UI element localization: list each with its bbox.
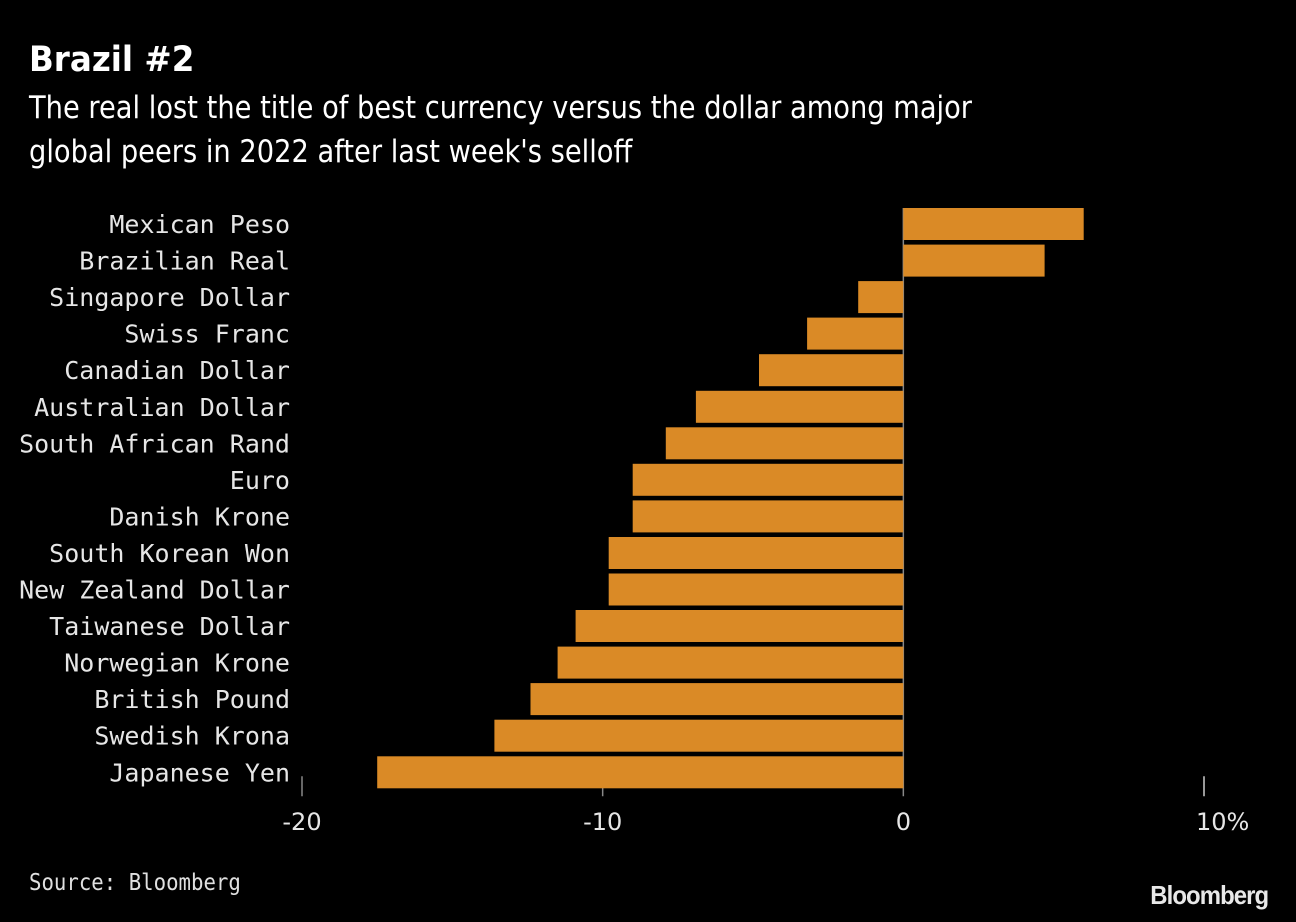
category-label: Mexican Peso xyxy=(109,210,290,239)
category-label: New Zealand Dollar xyxy=(19,576,290,605)
category-label: Taiwanese Dollar xyxy=(49,612,290,641)
x-axis-ticks-group: -20 -10 0 10% xyxy=(282,208,1249,836)
bar-new-zealand-dollar xyxy=(608,573,904,606)
category-label: British Pound xyxy=(94,685,290,714)
bar-south-african-rand xyxy=(665,427,904,460)
category-label: Japanese Yen xyxy=(109,758,290,787)
category-label: Brazilian Real xyxy=(79,247,290,276)
bar-swiss-franc xyxy=(807,317,904,350)
bar-canadian-dollar xyxy=(759,354,904,387)
category-label: South African Rand xyxy=(19,429,290,458)
category-label: Danish Krone xyxy=(109,502,290,531)
bar-euro xyxy=(632,463,904,496)
bar-swedish-krona xyxy=(494,719,904,752)
bar-british-pound xyxy=(530,683,904,716)
chart-title: Brazil #2 xyxy=(29,40,195,80)
category-label: Norwegian Krone xyxy=(64,649,290,678)
bar-norwegian-krone xyxy=(557,646,904,679)
bars-group xyxy=(377,208,1084,789)
bar-mexican-peso xyxy=(903,208,1084,240)
category-label: Euro xyxy=(230,466,290,495)
bar-taiwanese-dollar xyxy=(575,610,904,642)
bar-japanese-yen xyxy=(377,756,904,789)
category-label: Swedish Krona xyxy=(94,722,290,751)
bar-australian-dollar xyxy=(695,390,904,423)
category-label: Swiss Franc xyxy=(124,320,290,349)
bar-brazilian-real xyxy=(903,244,1045,277)
bar-south-korean-won xyxy=(608,537,904,569)
category-labels-group: Mexican Peso Brazilian Real Singapore Doll… xyxy=(19,210,290,787)
x-tick-label: -20 xyxy=(282,808,321,836)
x-tick-label: 0 xyxy=(896,808,911,836)
bar-danish-krone xyxy=(632,500,904,533)
x-tick-label: -10 xyxy=(583,808,622,836)
source-note: Source: Bloomberg xyxy=(29,870,241,896)
chart-subtitle: The real lost the title of best currency… xyxy=(29,90,973,170)
bloomberg-logo: Bloomberg xyxy=(1150,880,1269,910)
category-label: Canadian Dollar xyxy=(64,356,290,385)
category-label: South Korean Won xyxy=(49,539,290,568)
category-label: Australian Dollar xyxy=(34,393,290,422)
x-tick-label: 10% xyxy=(1196,808,1249,836)
bar-singapore-dollar xyxy=(858,281,904,314)
category-label: Singapore Dollar xyxy=(49,283,290,312)
